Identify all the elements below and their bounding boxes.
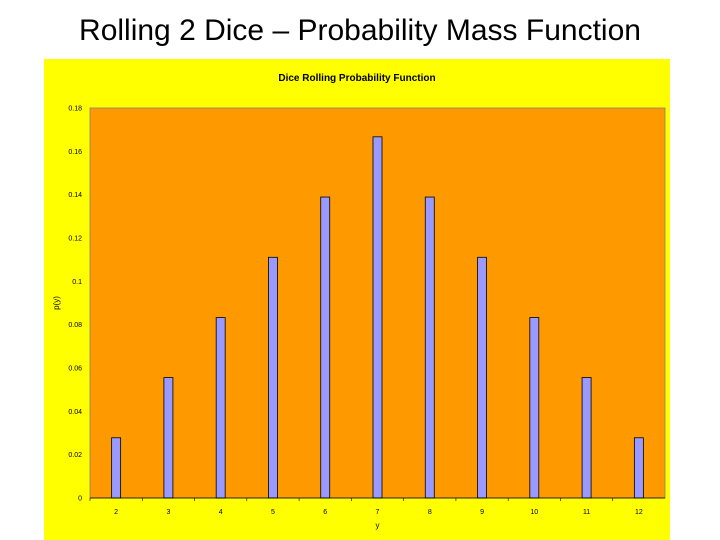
y-tick-label: 0.06 xyxy=(68,366,82,373)
x-tick-label: 8 xyxy=(428,509,432,516)
bar-5 xyxy=(268,256,278,499)
bar-6 xyxy=(320,196,331,499)
chart-container: Dice Rolling Probability Function 0 0.02 0… xyxy=(44,59,670,540)
chart-title: Dice Rolling Probability Function xyxy=(278,73,435,84)
x-tick-label: 2 xyxy=(114,509,118,516)
x-tick-label: 7 xyxy=(376,509,380,516)
x-tick-label: 12 xyxy=(635,509,643,516)
bar-3 xyxy=(163,377,174,499)
bars xyxy=(111,136,644,499)
y-tick-label: 0.08 xyxy=(68,322,82,329)
bar-11 xyxy=(581,377,592,499)
y-tick-label: 0.02 xyxy=(68,452,82,459)
x-tick-label: 5 xyxy=(271,509,275,516)
bar-4 xyxy=(215,317,226,499)
x-axis-title: y xyxy=(376,521,380,530)
y-tick-label: 0.1 xyxy=(72,279,82,286)
y-tick-label: 0.12 xyxy=(68,236,82,243)
bar-chart: Dice Rolling Probability Function 00.020… xyxy=(44,59,670,540)
y-tick-label: 0.16 xyxy=(68,149,82,156)
slide-title: Rolling 2 Dice – Probability Mass Functi… xyxy=(79,14,641,47)
y-tick-label: 0.18 xyxy=(68,106,82,113)
x-tick-label: 6 xyxy=(323,509,327,516)
x-tick-label: 10 xyxy=(530,509,538,516)
bar-2 xyxy=(111,437,122,499)
bar-7 xyxy=(372,136,383,499)
bar-12 xyxy=(633,437,644,499)
x-tick-label: 11 xyxy=(583,509,590,516)
y-axis-title: p(y) xyxy=(52,296,61,310)
x-tick-label: 9 xyxy=(480,509,484,516)
y-tick-label: 0.14 xyxy=(68,192,82,199)
x-tick-label: 4 xyxy=(219,509,223,516)
y-axis-ticks: 0 0.02 0.04 0.06 0.08 0.1 0.12 0.14 0.16 0.18 xyxy=(68,106,82,503)
x-axis-ticks: 2 3 4 5 6 7 8 9 10 11 12 xyxy=(89,498,643,516)
bar-8 xyxy=(424,196,435,499)
x-tick-label: 3 xyxy=(166,509,170,516)
bar-10 xyxy=(529,317,540,499)
y-tick-label: 0.04 xyxy=(68,409,82,416)
y-tick-label: 0 xyxy=(78,496,82,503)
bar-9 xyxy=(477,256,487,499)
